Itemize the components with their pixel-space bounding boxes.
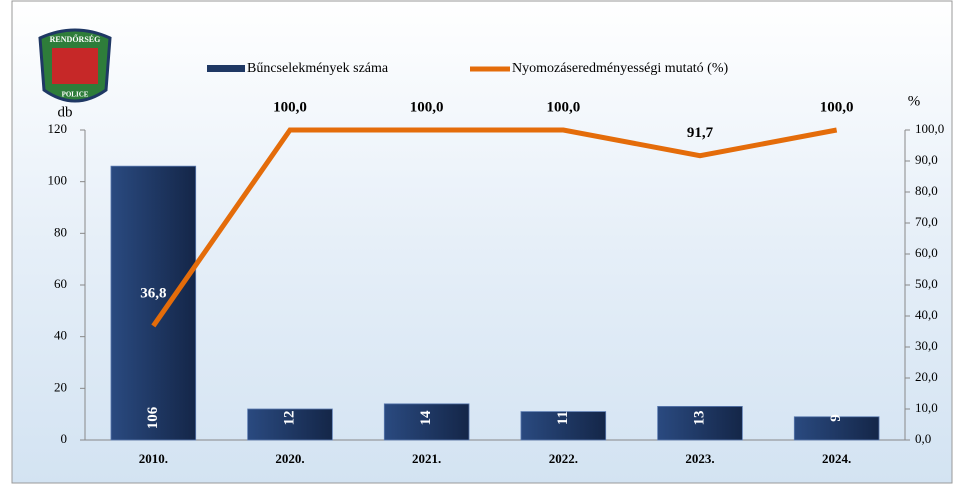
bar-value-label: 13 bbox=[691, 411, 707, 426]
bar bbox=[247, 408, 333, 441]
line-value-label: 100,0 bbox=[546, 99, 580, 115]
x-tick-label: 2024. bbox=[822, 451, 851, 466]
y2-tick-label: 100,0 bbox=[915, 121, 944, 136]
bar-value-label: 106 bbox=[145, 406, 161, 429]
x-tick-label: 2020. bbox=[275, 451, 304, 466]
legend-label: Nyomozáseredményességi mutató (%) bbox=[512, 61, 728, 76]
x-tick-label: 2022. bbox=[549, 451, 578, 466]
y2-tick-label: 40,0 bbox=[915, 307, 938, 322]
bar bbox=[383, 403, 470, 441]
y-tick-label: 60 bbox=[54, 276, 67, 291]
y2-tick-label: 50,0 bbox=[915, 276, 938, 291]
y-tick-label: 80 bbox=[54, 224, 67, 239]
x-tick-label: 2021. bbox=[412, 451, 441, 466]
y2-axis-title: % bbox=[908, 93, 921, 109]
line-value-label: 100,0 bbox=[273, 99, 307, 115]
y2-tick-label: 90,0 bbox=[915, 152, 938, 167]
y-tick-label: 0 bbox=[61, 431, 68, 446]
y2-tick-label: 10,0 bbox=[915, 400, 938, 415]
bar bbox=[520, 411, 607, 441]
y2-tick-label: 60,0 bbox=[915, 245, 938, 260]
logo-bottom: POLICE bbox=[62, 91, 89, 99]
line-value-label: 100,0 bbox=[410, 99, 444, 115]
legend-swatch bbox=[207, 65, 245, 72]
y2-tick-label: 70,0 bbox=[915, 214, 938, 229]
bar-value-label: 14 bbox=[418, 410, 434, 426]
bar-value-label: 11 bbox=[555, 411, 571, 425]
logo: RENDŐRSÉG POLICE bbox=[38, 28, 112, 103]
legend-label: Bűncselekmények száma bbox=[247, 61, 389, 76]
bar bbox=[110, 165, 197, 441]
line-value-label: 91,7 bbox=[687, 125, 714, 141]
y-axis-title: db bbox=[58, 104, 73, 120]
x-tick-label: 2010. bbox=[139, 451, 168, 466]
logo-center bbox=[52, 48, 98, 84]
y2-tick-label: 30,0 bbox=[915, 338, 938, 353]
y-tick-label: 40 bbox=[54, 328, 67, 343]
y2-tick-label: 80,0 bbox=[915, 183, 938, 198]
y-tick-label: 120 bbox=[48, 121, 68, 136]
y-tick-label: 100 bbox=[48, 173, 68, 188]
x-tick-label: 2023. bbox=[685, 451, 714, 466]
bar bbox=[657, 406, 743, 441]
bar bbox=[793, 416, 880, 441]
line-value-label: 100,0 bbox=[820, 99, 854, 115]
line-value-label: 36,8 bbox=[140, 285, 166, 301]
y-tick-label: 20 bbox=[54, 379, 67, 394]
y2-tick-label: 20,0 bbox=[915, 369, 938, 384]
logo-top: RENDŐRSÉG bbox=[50, 34, 101, 44]
bar-value-label: 9 bbox=[828, 414, 844, 422]
y2-tick-label: 0,0 bbox=[915, 431, 931, 446]
line bbox=[151, 127, 838, 328]
bar-value-label: 12 bbox=[281, 411, 297, 426]
